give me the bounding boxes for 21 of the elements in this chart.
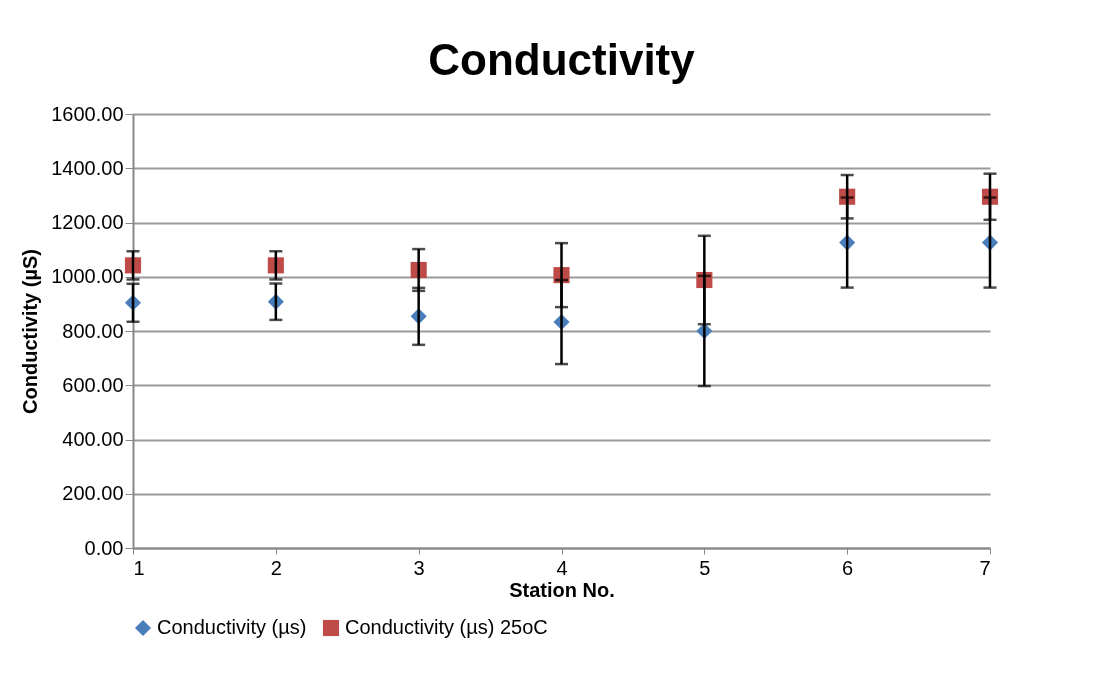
x-tick-label: 2 <box>270 556 282 579</box>
x-tick-label: 6 <box>842 556 854 579</box>
y-tick-label: 600.00 <box>62 373 124 396</box>
y-tick-label: 0.00 <box>84 536 124 559</box>
legend-label: Conductivity (µs) <box>157 616 307 638</box>
y-tick-label: 800.00 <box>62 319 124 342</box>
y-axis-title: Conductivity (µS) <box>19 249 42 414</box>
x-tick-label: 5 <box>699 556 711 579</box>
x-tick-label: 7 <box>979 556 991 579</box>
y-tick-label: 400.00 <box>62 428 124 450</box>
y-tick-label: 200.00 <box>62 482 124 505</box>
x-tick-label: 4 <box>556 556 568 579</box>
legend-label: Conductivity (µs) 25oC <box>345 616 548 638</box>
x-axis-title: Station No. <box>509 578 615 601</box>
y-tick-label: 1200.00 <box>51 211 124 233</box>
y-tick-label: 1600.00 <box>51 102 124 125</box>
x-tick-label: 1 <box>133 556 145 579</box>
y-tick-label: 1000.00 <box>51 265 124 288</box>
x-tick-label: 3 <box>413 556 425 579</box>
y-tick-label: 1400.00 <box>51 156 124 179</box>
chart-title: Conductivity <box>428 35 696 84</box>
